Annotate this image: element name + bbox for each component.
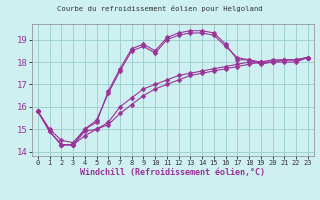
X-axis label: Windchill (Refroidissement éolien,°C): Windchill (Refroidissement éolien,°C) (80, 168, 265, 177)
Text: Courbe du refroidissement éolien pour Helgoland: Courbe du refroidissement éolien pour He… (57, 5, 263, 12)
